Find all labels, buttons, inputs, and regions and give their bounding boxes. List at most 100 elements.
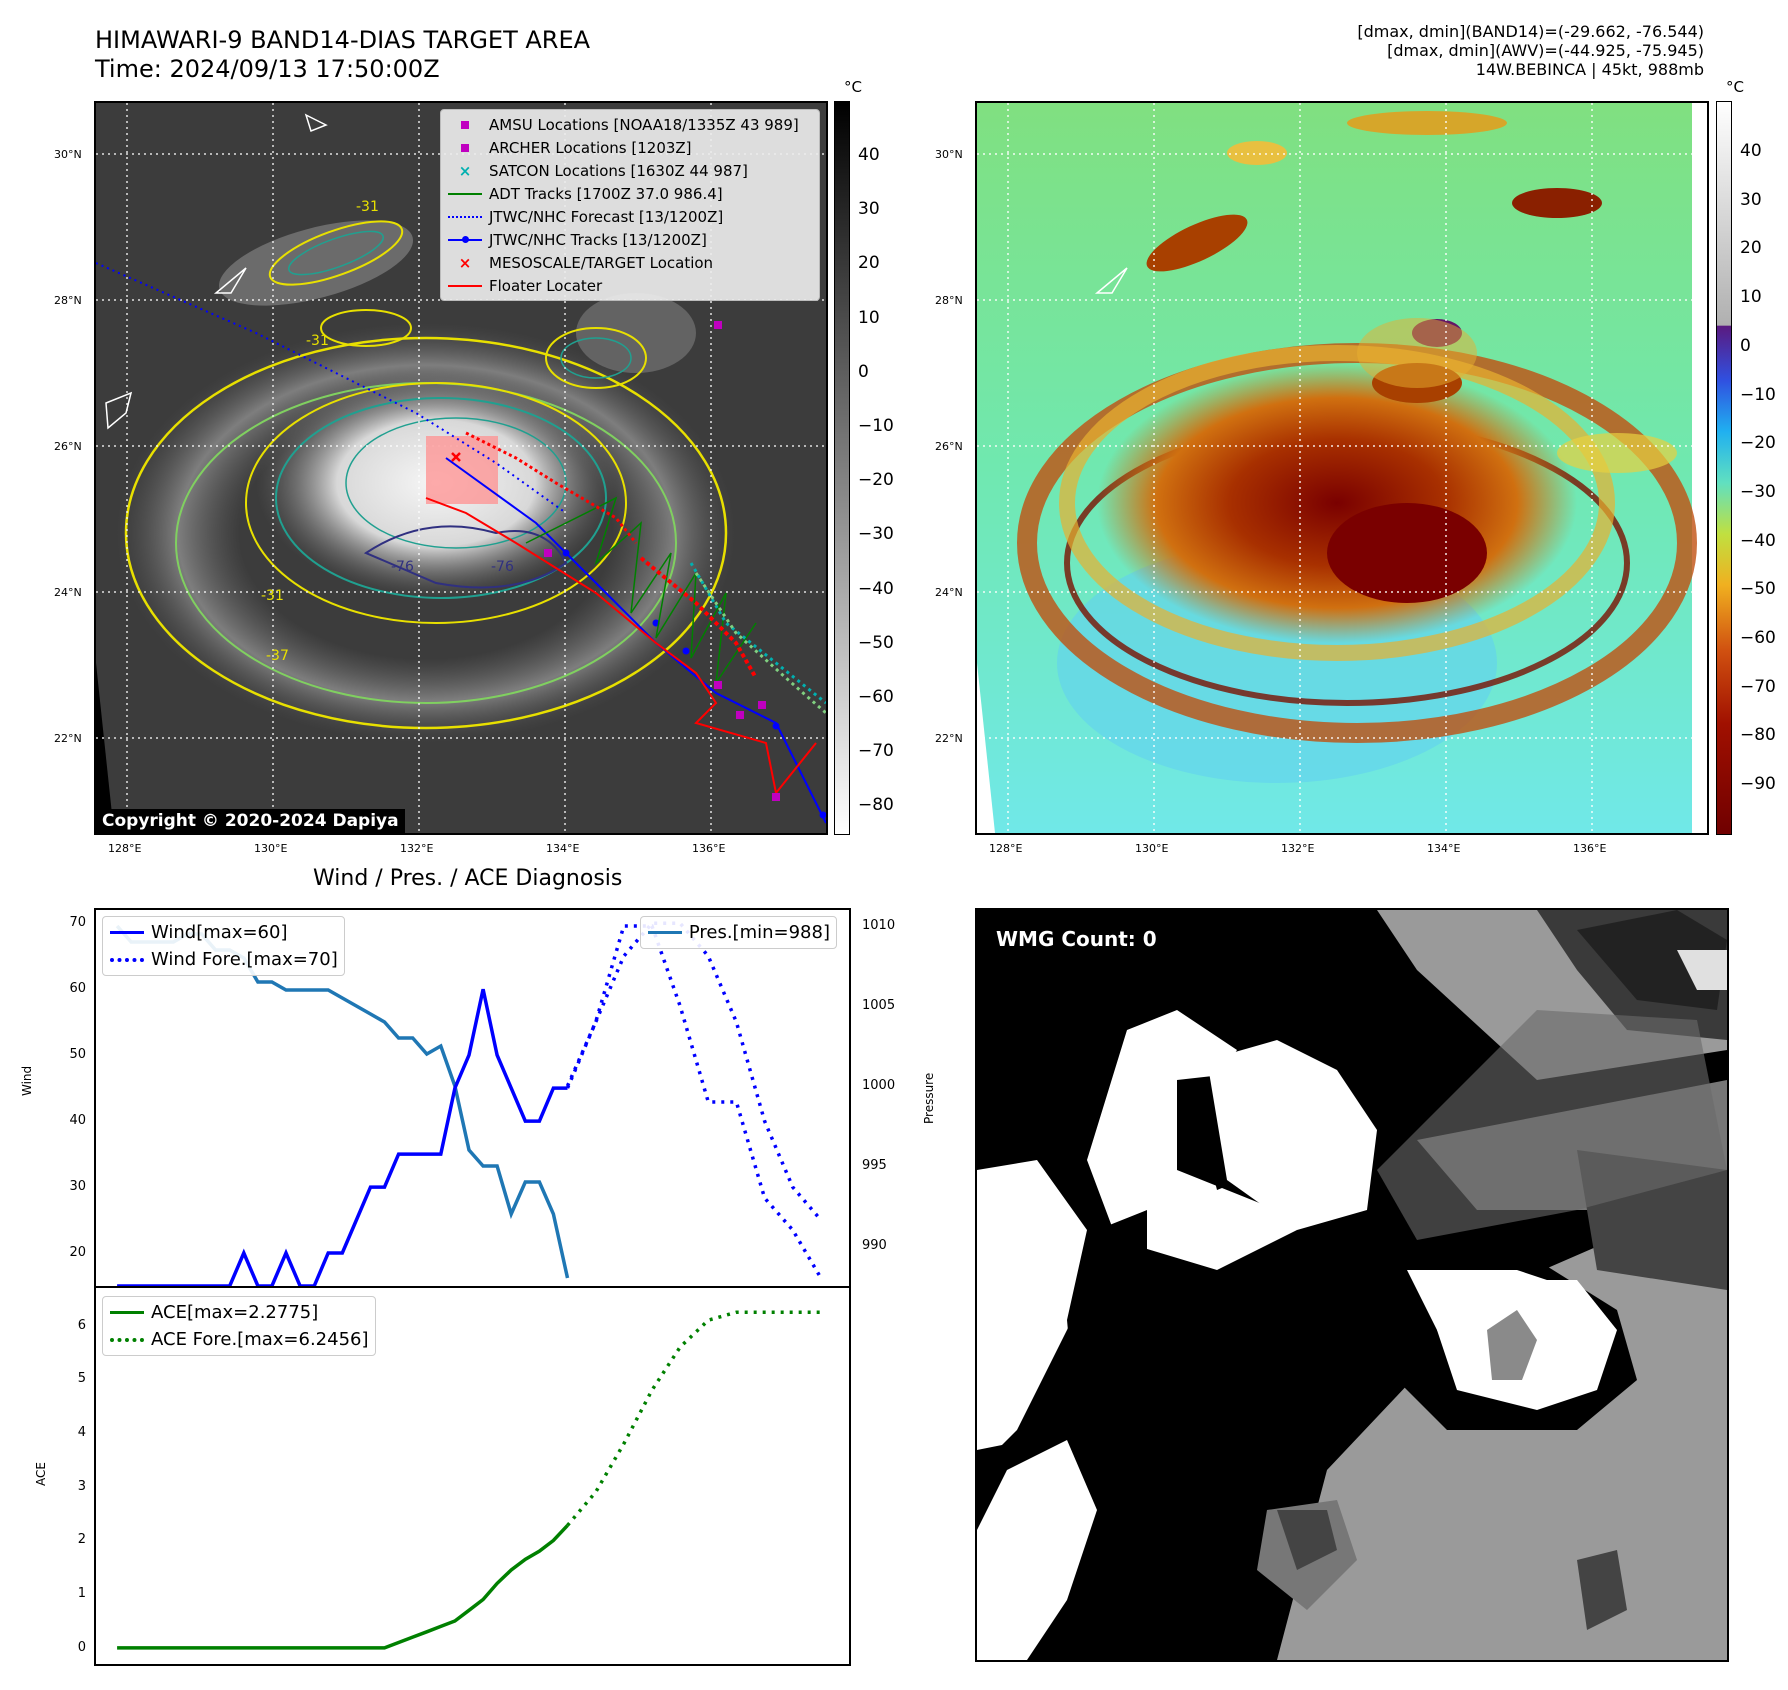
pressure-legend: Pres.[min=988]: [639, 916, 837, 949]
wmg-count-label: WMG Count: 0: [989, 924, 1164, 954]
pressure-axis-tick-3: 995: [862, 1158, 887, 1173]
gray-colorbar-tick-9: −50: [858, 632, 894, 653]
wind-axis-label: Wind: [20, 1065, 34, 1096]
wind-legend: Wind[max=60] Wind Fore.[max=70]: [102, 916, 345, 976]
gray-colorbar-unit: °C: [844, 78, 862, 96]
solid-line-icon: [103, 931, 151, 934]
legend-jtwc-forecast: JTWC/NHC Forecast [13/1200Z]: [441, 205, 819, 228]
storm-info: [dmax, dmin](BAND14)=(-29.662, -76.544) …: [1357, 22, 1704, 79]
lat-label-28n-right: 28°N: [935, 294, 963, 307]
info-storm-name: 14W.BEBINCA | 45kt, 988mb: [1475, 60, 1704, 79]
gray-colorbar-tick-3: 10: [858, 307, 880, 328]
wind-axis-tick-2: 50: [69, 1047, 86, 1063]
contour-label-3: -31: [356, 199, 379, 215]
ace-plot: [117, 1310, 821, 1650]
solid-line-icon: [641, 931, 689, 934]
wmg-panel: WMG Count: 0: [975, 908, 1729, 1662]
ir-map-panel: -76 -76 -31 -31 -31 -37 AMSU Locations […: [94, 101, 828, 835]
lon-label-128e: 128°E: [108, 842, 142, 855]
color-colorbar-tick-12: −80: [1740, 725, 1776, 746]
lat-label-26n: 26°N: [54, 440, 82, 453]
legend-satcon: × SATCON Locations [1630Z 44 987]: [441, 159, 819, 182]
line-icon: [441, 284, 489, 287]
info-band14-range: [dmax, dmin](BAND14)=(-29.662, -76.544): [1357, 22, 1704, 41]
wind-axis-tick-0: 70: [69, 915, 86, 931]
legend-archer: ARCHER Locations [1203Z]: [441, 136, 819, 159]
gray-colorbar: [834, 101, 850, 835]
legend-ace: ACE[max=2.2775]: [103, 1299, 369, 1326]
square-marker-icon: [441, 120, 489, 129]
color-colorbar-tick-2: 20: [1740, 238, 1762, 259]
contour-label-5: -31: [306, 333, 329, 349]
color-colorbar-unit: °C: [1726, 78, 1744, 96]
square-marker-icon: [441, 143, 489, 152]
solid-line-icon: [103, 1311, 151, 1314]
wind-series-line: [117, 988, 568, 1286]
map-legend: AMSU Locations [NOAA18/1335Z 43 989] ARC…: [440, 109, 820, 301]
pressure-series-line: [115, 924, 570, 1279]
ace-axis-tick-4: 2: [77, 1532, 86, 1548]
lon-label-136e: 136°E: [692, 842, 726, 855]
lat-label-30n-right: 30°N: [935, 148, 963, 161]
color-colorbar-tick-8: −40: [1740, 530, 1776, 551]
target-location-markers: [451, 452, 461, 462]
adt-track: [525, 496, 757, 684]
lon-label-134e-right: 134°E: [1427, 842, 1461, 855]
lat-label-30n: 30°N: [54, 148, 82, 161]
wind-axis-tick-3: 40: [69, 1113, 86, 1129]
ace-axis-tick-0: 6: [77, 1317, 86, 1333]
color-map-image: [977, 103, 1707, 833]
dotted-line-icon: [103, 957, 151, 962]
ace-axis-label: ACE: [34, 1462, 48, 1486]
color-colorbar-tick-3: 10: [1740, 287, 1762, 308]
color-colorbar-tick-6: −20: [1740, 433, 1776, 454]
wind-axis-tick-5: 20: [69, 1245, 86, 1261]
lat-label-22n: 22°N: [54, 732, 82, 745]
color-colorbar-tick-5: −10: [1740, 384, 1776, 405]
color-colorbar-tick-11: −70: [1740, 676, 1776, 697]
color-colorbar: [1716, 101, 1732, 835]
copyright-label: Copyright © 2020-2024 Dapiya: [96, 809, 405, 833]
lat-label-22n-right: 22°N: [935, 732, 963, 745]
contour-label-1: -76: [391, 559, 414, 575]
contour-label-2: -76: [491, 559, 514, 575]
color-colorbar-tick-13: −90: [1740, 774, 1776, 795]
floater-track: [425, 497, 817, 796]
title-line-satellite: HIMAWARI-9 BAND14-DIAS TARGET AREA: [95, 26, 591, 54]
line-icon: [441, 192, 489, 195]
pressure-axis-tick-0: 1010: [862, 918, 896, 933]
gray-colorbar-tick-6: −20: [858, 470, 894, 491]
ace-legend: ACE[max=2.2775] ACE Fore.[max=6.2456]: [102, 1296, 376, 1356]
wind-axis-tick-4: 30: [69, 1179, 86, 1195]
color-colorbar-tick-10: −60: [1740, 628, 1776, 648]
legend-wind: Wind[max=60]: [103, 919, 338, 946]
contour-label-4: -31: [261, 588, 284, 604]
ace-axis-tick-1: 5: [77, 1371, 86, 1387]
legend-pressure: Pres.[min=988]: [641, 919, 830, 946]
gray-colorbar-tick-7: −30: [858, 524, 894, 545]
ace-axis-tick-5: 1: [77, 1586, 86, 1602]
pressure-axis-tick-2: 1000: [862, 1078, 896, 1093]
gray-colorbar-tick-12: −80: [858, 795, 894, 816]
legend-mesoscale: × MESOSCALE/TARGET Location: [441, 251, 819, 274]
ace-forecast-line: [566, 1310, 821, 1527]
x-marker-icon: ×: [458, 161, 472, 180]
gray-colorbar-tick-8: −40: [858, 578, 894, 599]
ace-panel: ACE[max=2.2775] ACE Fore.[max=6.2456]: [94, 1286, 851, 1666]
diagnosis-title: Wind / Pres. / ACE Diagnosis: [313, 866, 623, 891]
legend-amsu: AMSU Locations [NOAA18/1335Z 43 989]: [441, 113, 819, 136]
color-colorbar-tick-4: 0: [1740, 335, 1751, 356]
gray-colorbar-tick-0: 40: [858, 145, 880, 165]
lon-label-132e-right: 132°E: [1281, 842, 1315, 855]
dot-line-icon: [441, 236, 489, 243]
wind-axis-tick-1: 60: [69, 981, 86, 997]
gray-colorbar-tick-2: 20: [858, 253, 880, 274]
pressure-axis-tick-1: 1005: [862, 998, 896, 1013]
pressure-axis-tick-4: 990: [862, 1238, 887, 1253]
lat-label-28n: 28°N: [54, 294, 82, 307]
gray-colorbar-tick-11: −70: [858, 741, 894, 762]
figure-title: HIMAWARI-9 BAND14-DIAS TARGET AREA Time:…: [95, 26, 590, 84]
lon-label-134e: 134°E: [546, 842, 580, 855]
wind-pressure-panel: Wind[max=60] Wind Fore.[max=70] Pres.[mi…: [94, 908, 851, 1288]
pressure-axis-label: Pressure: [922, 1072, 936, 1124]
